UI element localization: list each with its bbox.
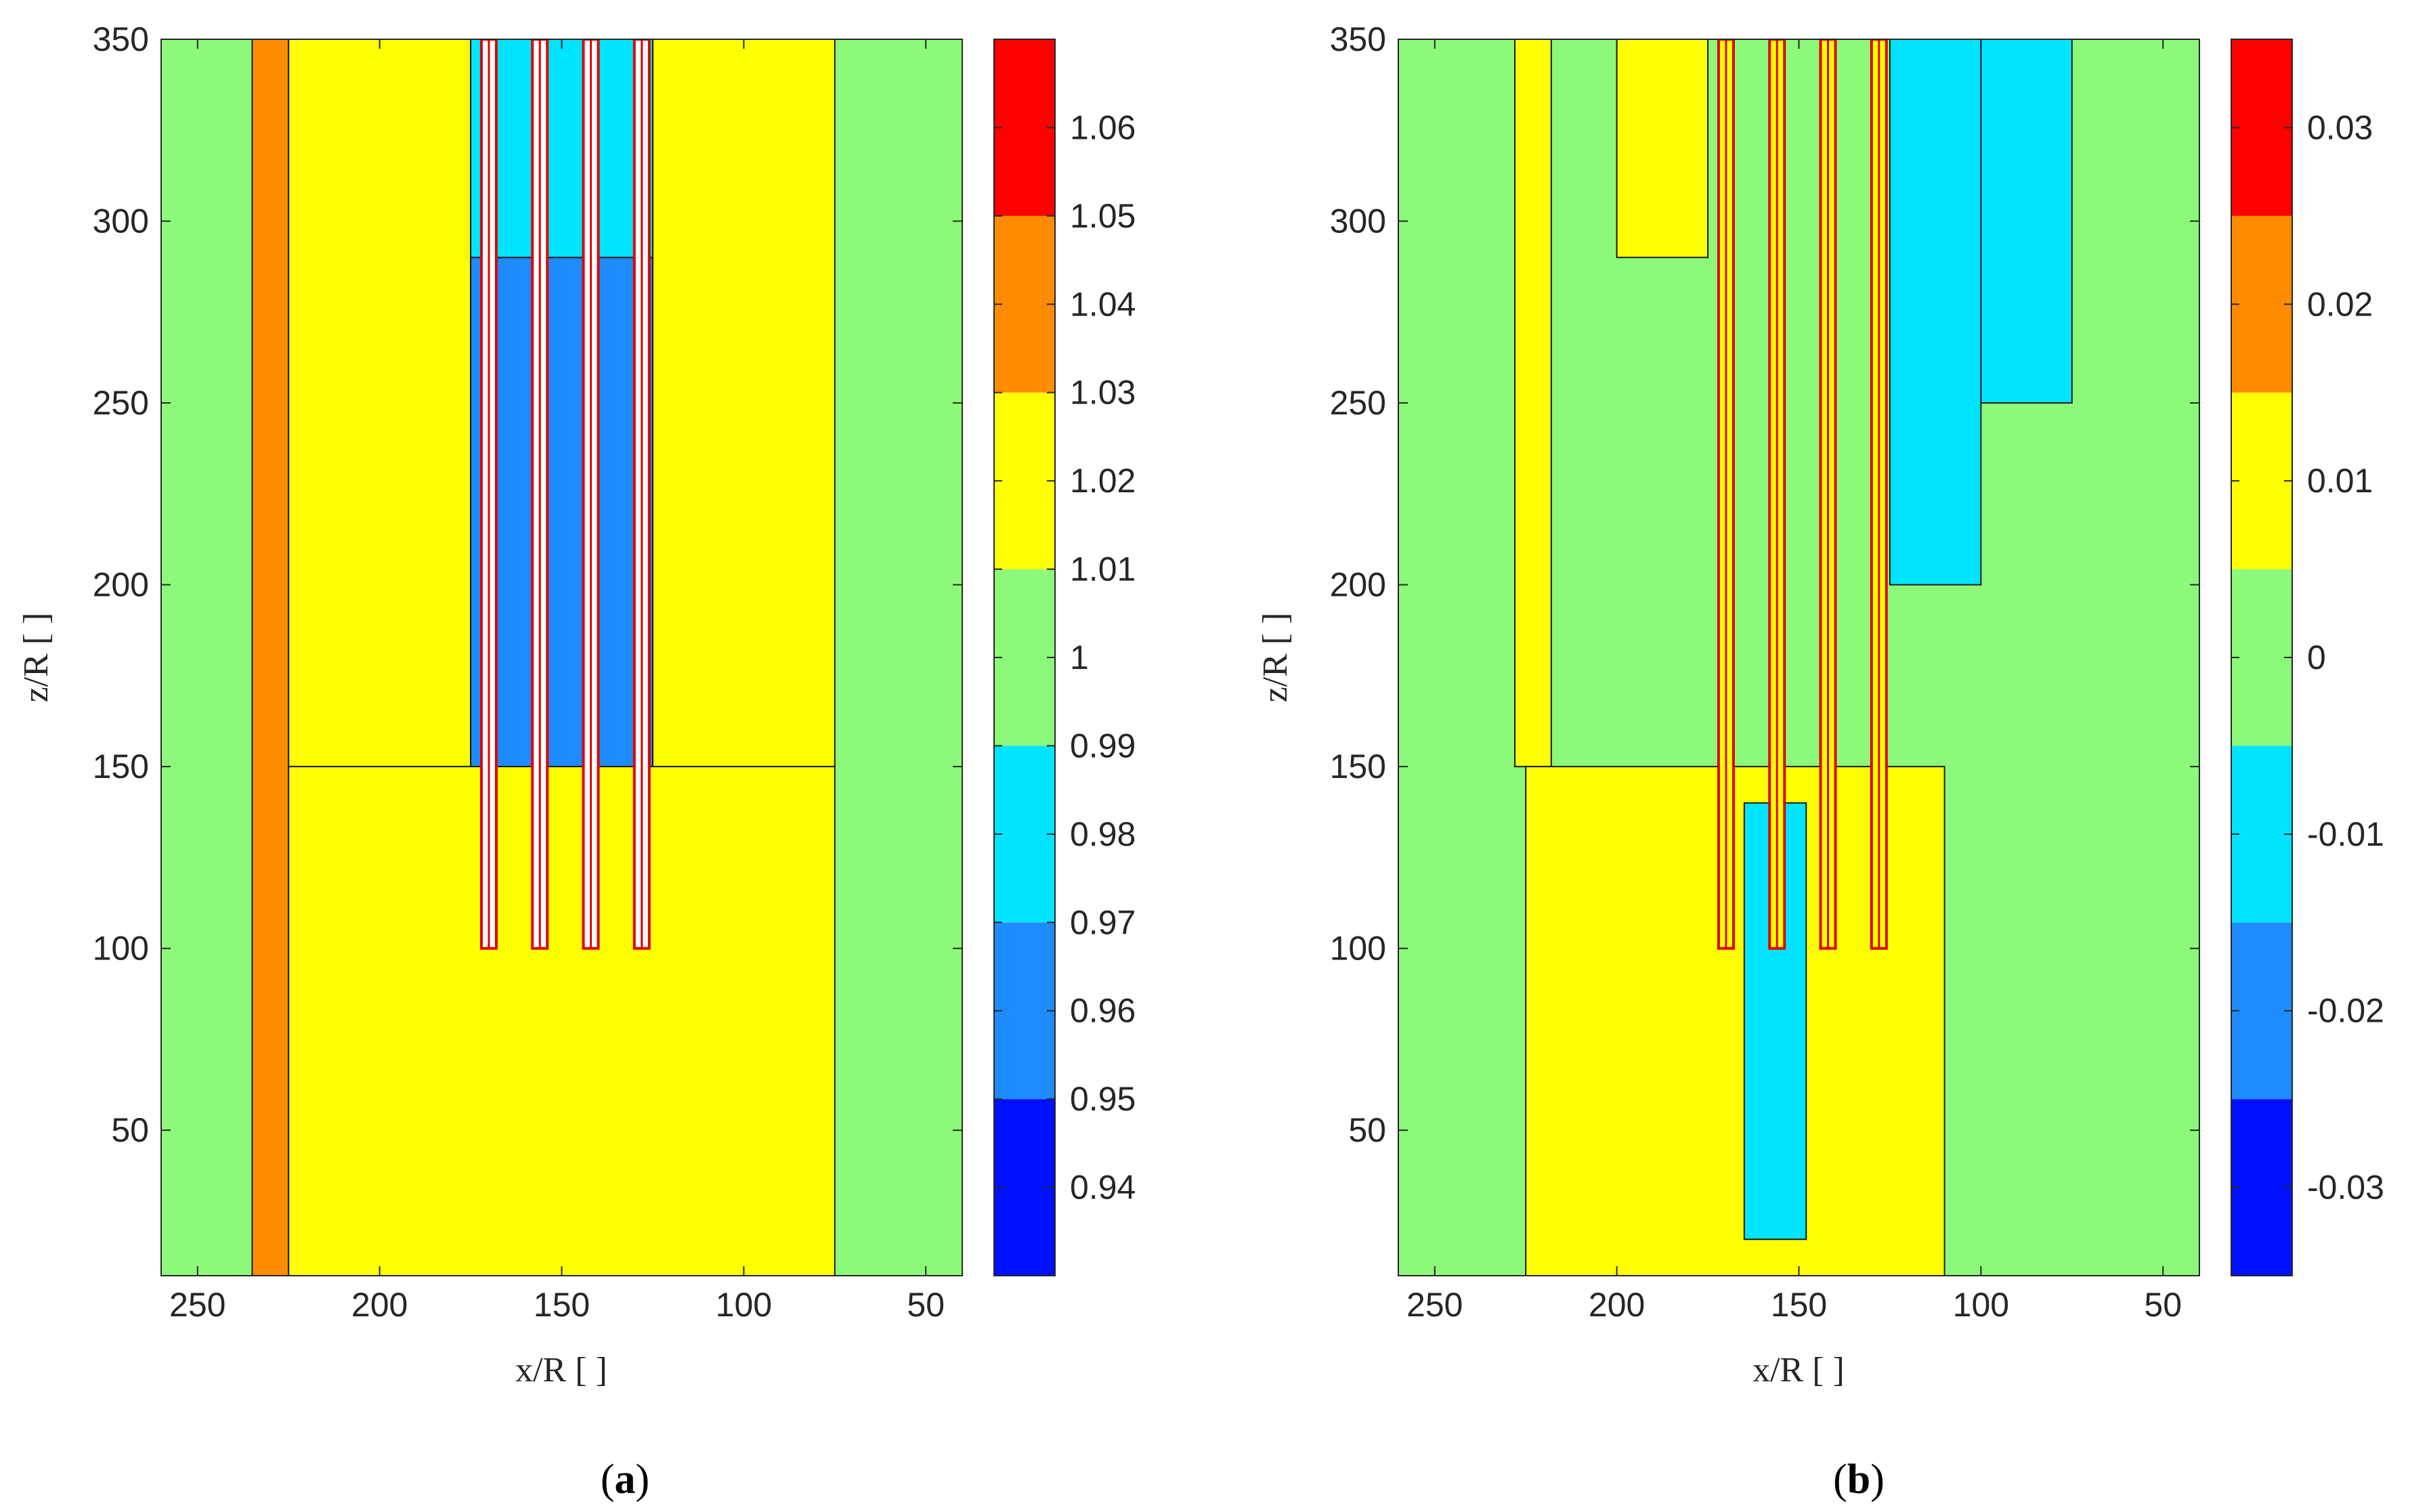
colorbar-tick-label: 1 [1070,639,1089,676]
contour-region [1514,39,1552,768]
contour-region [288,766,836,1276]
colorbar-band [2231,569,2292,746]
panel-b: 250 200 150 100 50 50 100 150 200 250 300 350 x/R … [1256,20,2384,1503]
y-tick-label: 150 [93,748,149,785]
colorbar-tick-label: 0.96 [1070,992,1136,1030]
y-tick-label: 50 [1348,1111,1386,1149]
colorbar-tick-label: 1.04 [1070,285,1136,323]
colorbar-band [994,746,1055,923]
x-tick-label: 100 [1953,1286,2009,1324]
colorbar-tick-label: 0.01 [2307,462,2373,500]
y-axis-ticks-a: 50 100 150 200 250 300 350 [93,20,962,1149]
y-tick-label: 200 [93,566,149,604]
y-axis-label-a: z/R [ ] [17,613,56,703]
y-tick-label: 200 [1330,566,1386,604]
contour-region [1616,39,1709,259]
contour-region [1980,39,2073,404]
x-tick-label: 200 [351,1286,408,1324]
y-tick-label: 250 [1330,384,1386,422]
colorbar-tick-label: 0.94 [1070,1169,1136,1207]
panel-a: 250 200 150 100 50 50 100 150 200 250 300 350 x/R … [17,20,1136,1503]
panel-label-b: (b) [1833,1456,1885,1503]
colorbar-band [2231,1099,2292,1276]
plot-area-a [161,39,962,1276]
colorbar-tick-label: -0.03 [2307,1169,2384,1207]
colorbar-band [994,1099,1055,1276]
colorbar-band [994,215,1055,393]
y-tick-label: 350 [1330,20,1386,58]
plot-area-b [1398,39,2199,1276]
x-tick-label: 150 [1771,1286,1827,1324]
x-tick-label: 50 [2144,1286,2182,1324]
x-tick-label: 50 [907,1286,945,1324]
contour-region [251,39,290,1276]
contour-region [470,39,653,259]
x-tick-label: 250 [1406,1286,1463,1324]
y-tick-label: 250 [93,384,149,422]
x-tick-label: 150 [534,1286,590,1324]
colorbar-tick-label: 0.95 [1070,1080,1136,1118]
x-axis-label-a: x/R [ ] [515,1351,607,1389]
contour-regions-a [251,39,836,1276]
x-axis-label-b: x/R [ ] [1752,1351,1845,1389]
colorbar-band [2231,39,2292,216]
colorbar-tick-label: 1.03 [1070,374,1136,412]
colorbar-a: 0.94 0.95 0.96 0.97 0.98 0.99 1 1.01 1.02 1.03 1.0… [993,39,1136,1276]
colorbar-band [994,922,1055,1100]
colorbar-band [2231,215,2292,393]
colorbar-band [994,569,1055,746]
contour-region [288,39,472,768]
y-tick-label: 300 [93,202,149,240]
y-tick-label: 150 [1330,748,1386,785]
colorbar-tick-label: 1.05 [1070,197,1136,235]
colorbar-tick-label: 0.97 [1070,903,1136,941]
colorbar-tick-label: 1.01 [1070,550,1136,588]
panel-label-a: (a) [601,1456,649,1503]
x-axis-ticks-a: 250 200 150 100 50 [169,39,945,1324]
colorbar-tick-label: -0.02 [2307,992,2384,1030]
wake-columns-a [479,39,651,950]
x-tick-label: 200 [1589,1286,1645,1324]
colorbar-band [2231,746,2292,923]
colorbar-band [994,39,1055,216]
y-tick-label: 50 [111,1111,149,1149]
contour-region [651,39,836,768]
colorbar-tick-label: -0.01 [2307,815,2384,853]
y-axis-ticks-b: 50 100 150 200 250 300 350 [1330,20,2199,1149]
colorbar-tick-label: 0.03 [2307,108,2373,146]
colorbar-tick-label: 0 [2307,639,2326,676]
colorbar-band [994,392,1055,569]
colorbar-tick-label: 0.99 [1070,727,1136,764]
x-tick-label: 250 [169,1286,225,1324]
y-tick-label: 100 [1330,930,1386,968]
y-tick-label: 100 [93,930,149,968]
colorbar-tick-label: 1.02 [1070,462,1136,500]
wake-columns-b [1717,39,1888,950]
colorbar-band [2231,392,2292,569]
colorbar-band [2231,922,2292,1100]
x-tick-label: 100 [716,1286,772,1324]
colorbar-tick-label: 0.98 [1070,815,1136,853]
x-axis-ticks-b: 250 200 150 100 50 [1406,39,2182,1324]
colorbar-b: -0.03 -0.02 -0.01 0 0.01 0.02 0.03 [2231,39,2384,1276]
y-tick-label: 300 [1330,202,1386,240]
colorbar-tick-label: 1.06 [1070,108,1136,146]
contour-region [1889,39,1982,586]
y-tick-label: 350 [93,20,149,58]
colorbar-tick-label: 0.02 [2307,285,2373,323]
y-axis-label-b: z/R [ ] [1256,613,1295,703]
contour-regions-b [1514,39,2073,1276]
